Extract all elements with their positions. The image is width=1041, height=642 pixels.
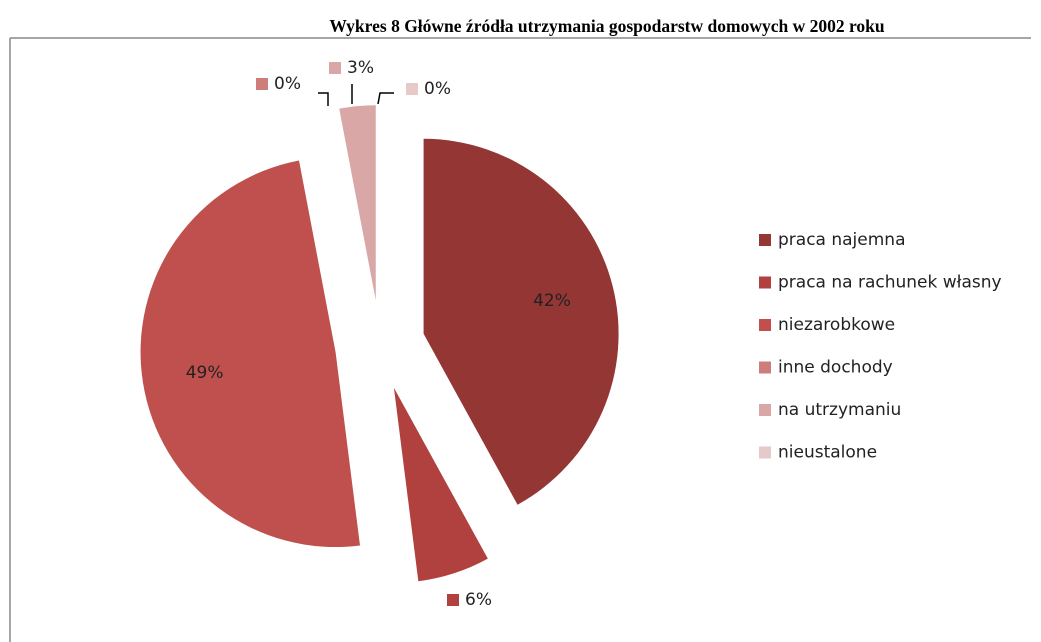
legend-swatch xyxy=(759,234,771,246)
legend-label: na utrzymaniu xyxy=(778,400,901,420)
pie-slice xyxy=(140,160,360,548)
legend-swatch xyxy=(759,446,771,459)
data-label: 0% xyxy=(424,79,451,99)
label-marker xyxy=(447,594,459,606)
label-marker xyxy=(406,83,418,95)
legend-swatch xyxy=(759,361,771,374)
data-label: 3% xyxy=(347,58,374,78)
data-label: 42% xyxy=(533,291,571,311)
label-marker xyxy=(256,78,268,90)
pie-slice xyxy=(339,105,376,301)
legend-label: niezarobkowe xyxy=(778,315,895,335)
data-label: 0% xyxy=(274,74,301,94)
leader-line xyxy=(318,92,329,106)
pie-slice xyxy=(423,138,619,505)
data-label: 49% xyxy=(186,363,224,383)
legend-label: praca najemna xyxy=(778,230,906,250)
legend-label: inne dochody xyxy=(778,358,893,378)
pie-slice xyxy=(335,109,372,301)
leader-line xyxy=(377,92,394,105)
legend-label: nieustalone xyxy=(778,443,877,463)
label-marker xyxy=(329,62,341,74)
pie-slice xyxy=(393,387,488,582)
legend-label: praca na rachunek własny xyxy=(778,273,1002,293)
legend-swatch xyxy=(759,276,771,289)
data-label: 6% xyxy=(465,590,492,610)
legend-swatch xyxy=(759,404,771,416)
chart-title: Wykres 8 Główne źródła utrzymania gospod… xyxy=(329,16,885,36)
legend-swatch xyxy=(759,319,771,331)
